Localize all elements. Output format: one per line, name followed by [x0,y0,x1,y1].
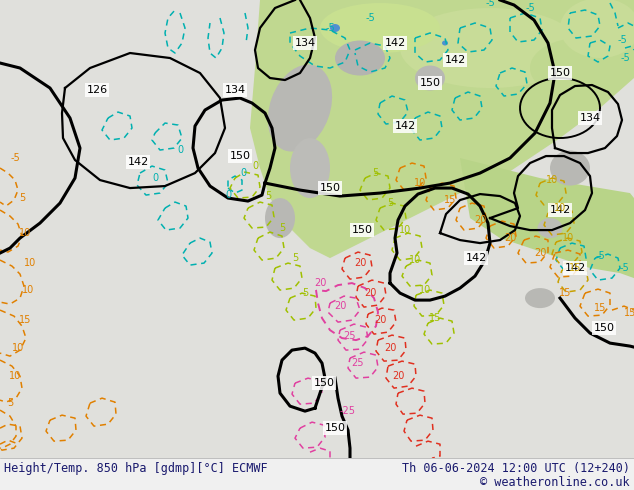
Text: 10: 10 [22,285,34,295]
Text: 15: 15 [594,303,606,313]
Text: 20: 20 [354,258,366,268]
Text: 0: 0 [240,168,246,178]
Text: -5: -5 [10,153,20,163]
Text: 15: 15 [624,308,634,318]
Text: 10: 10 [562,233,574,243]
Text: 10: 10 [399,225,411,235]
Text: 142: 142 [564,263,586,273]
Ellipse shape [330,24,340,32]
Text: 10: 10 [9,371,21,381]
Text: 0: 0 [252,161,258,171]
Ellipse shape [400,8,580,88]
Text: 150: 150 [351,225,373,235]
Ellipse shape [320,3,440,53]
Text: -5: -5 [325,23,335,33]
Ellipse shape [560,0,634,58]
Text: 5: 5 [265,191,271,201]
Polygon shape [250,0,634,258]
Text: 20: 20 [534,248,546,258]
Text: 5: 5 [372,168,378,178]
Text: 25: 25 [344,331,356,341]
Ellipse shape [265,198,295,238]
Ellipse shape [268,65,332,151]
Polygon shape [460,158,634,278]
Text: 20: 20 [392,371,404,381]
Text: 10: 10 [19,228,31,238]
Text: 25: 25 [352,358,365,368]
Text: 0: 0 [225,190,231,200]
Text: 20: 20 [384,343,396,353]
Text: -5: -5 [620,53,630,63]
Text: 5: 5 [279,223,285,233]
Text: 10: 10 [554,203,566,213]
Ellipse shape [290,138,330,198]
Text: 20: 20 [474,215,486,225]
Text: 150: 150 [313,378,335,388]
Text: 20: 20 [314,278,326,288]
Text: 20: 20 [504,233,516,243]
Text: 10: 10 [419,285,431,295]
Text: 150: 150 [550,68,571,78]
Ellipse shape [538,218,562,238]
Text: 142: 142 [550,205,571,215]
Text: 0: 0 [152,173,158,183]
Text: 15: 15 [429,313,441,323]
Text: -25: -25 [340,406,356,416]
Text: 142: 142 [465,253,487,263]
Text: -5: -5 [485,0,495,8]
Text: 15: 15 [19,315,31,325]
Text: 5: 5 [302,288,308,298]
Text: -5: -5 [619,263,629,273]
Text: 142: 142 [394,121,416,131]
Text: -5: -5 [525,3,535,13]
Text: 15: 15 [444,195,456,205]
Ellipse shape [442,41,448,46]
Text: 5: 5 [292,253,298,263]
Text: 150: 150 [420,78,441,88]
Text: 5: 5 [7,398,13,408]
Text: 10: 10 [414,178,426,188]
Text: 142: 142 [384,38,406,48]
Text: 134: 134 [224,85,245,95]
Text: 10: 10 [409,255,421,265]
Text: 20: 20 [364,288,376,298]
Text: 150: 150 [320,183,340,193]
Text: -5: -5 [365,13,375,23]
Text: 150: 150 [593,323,614,333]
Text: 134: 134 [294,38,316,48]
Text: 20: 20 [334,301,346,311]
Ellipse shape [525,288,555,308]
Text: 20: 20 [374,315,386,325]
Text: 150: 150 [325,423,346,433]
Ellipse shape [415,66,445,91]
Text: 126: 126 [86,85,108,95]
Text: 142: 142 [444,55,465,65]
Text: Height/Temp. 850 hPa [gdmp][°C] ECMWF: Height/Temp. 850 hPa [gdmp][°C] ECMWF [4,462,268,475]
Text: 142: 142 [127,157,148,167]
Text: -5: -5 [617,35,627,45]
Text: 10: 10 [546,175,558,185]
Text: 5: 5 [387,198,393,208]
Text: 5: 5 [19,193,25,203]
Ellipse shape [335,41,385,75]
Ellipse shape [530,38,630,98]
Text: 134: 134 [579,113,600,123]
Text: 15: 15 [569,263,581,273]
Text: 0: 0 [177,145,183,155]
Text: 150: 150 [230,151,250,161]
Text: Th 06-06-2024 12:00 UTC (12+240): Th 06-06-2024 12:00 UTC (12+240) [402,462,630,475]
Text: © weatheronline.co.uk: © weatheronline.co.uk [481,475,630,489]
Ellipse shape [550,150,590,186]
Text: -5: -5 [595,251,605,261]
Text: 15: 15 [559,288,571,298]
Text: 10: 10 [12,343,24,353]
Text: 10: 10 [24,258,36,268]
